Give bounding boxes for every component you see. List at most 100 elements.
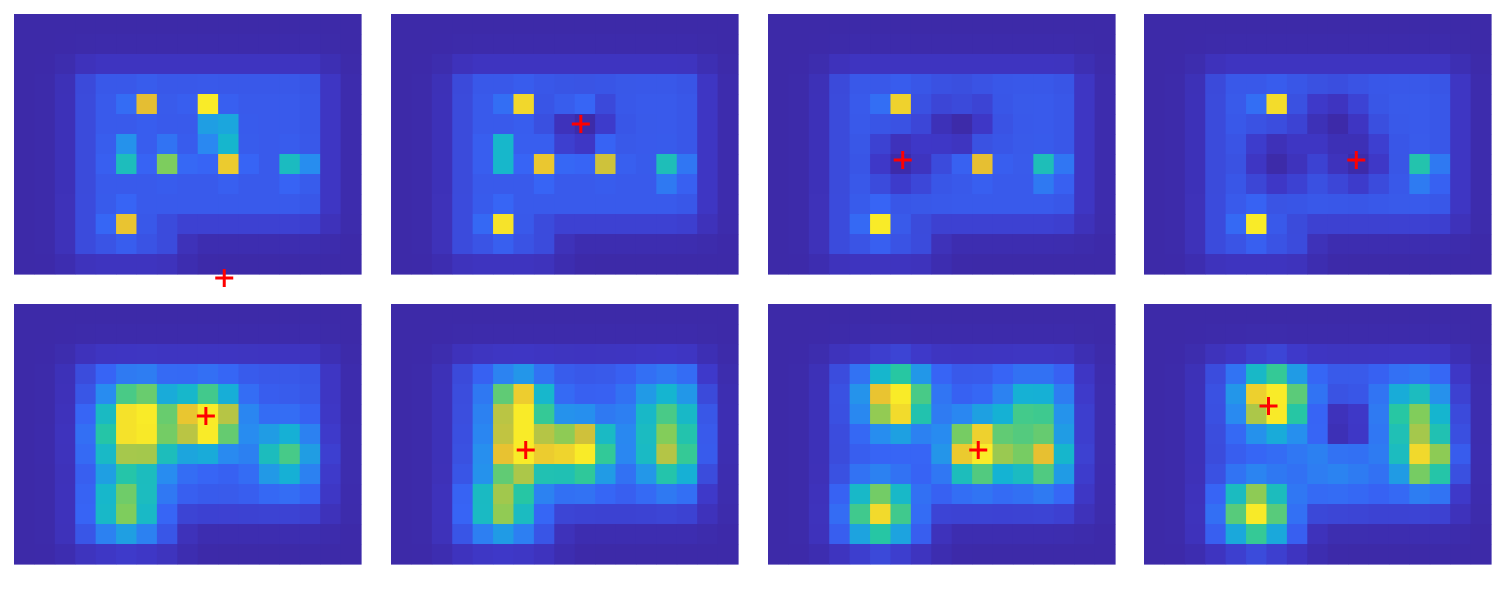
heatmap-cell: [1164, 234, 1186, 255]
heatmap-cell: [1429, 404, 1451, 425]
heatmap-cell: [768, 464, 790, 485]
heatmap-cell: [1246, 254, 1268, 275]
heatmap-cell: [788, 134, 810, 155]
heatmap-cell: [1144, 134, 1166, 155]
heatmap-cell: [1246, 344, 1268, 365]
heatmap-cell: [1033, 404, 1055, 425]
heatmap-cell: [676, 464, 698, 485]
heatmap-cell: [177, 74, 199, 95]
heatmap-cell: [14, 94, 36, 115]
heatmap-cell: [472, 444, 494, 465]
heatmap-cell: [595, 94, 617, 115]
heatmap-cell: [1164, 154, 1186, 175]
heatmap-cell: [1429, 324, 1451, 345]
heatmap-cell: [1074, 364, 1096, 385]
heatmap-cell: [676, 484, 698, 505]
heatmap-cell: [1388, 544, 1410, 565]
heatmap-cell: [258, 134, 280, 155]
heatmap-cell: [136, 94, 158, 115]
heatmap-cell: [177, 154, 199, 175]
heatmap-cell: [910, 34, 932, 55]
heatmap-cell: [299, 154, 321, 175]
heatmap-cell: [177, 304, 199, 325]
heatmap-cell: [299, 214, 321, 235]
heatmap-cell: [635, 254, 657, 275]
heatmap-cell: [431, 74, 453, 95]
heatmap-cell: [411, 234, 433, 255]
heatmap-cell: [34, 504, 56, 525]
heatmap-cell: [472, 364, 494, 385]
heatmap-cell: [1348, 194, 1370, 215]
heatmap-cell: [1144, 364, 1166, 385]
heatmap-cell: [972, 34, 994, 55]
heatmap-cell: [320, 154, 342, 175]
heatmap-cell: [431, 304, 453, 325]
heatmap-cell: [1388, 74, 1410, 95]
heatmap-cell: [156, 194, 178, 215]
heatmap-cell: [411, 504, 433, 525]
heatmap-cell: [156, 524, 178, 545]
heatmap-cell: [391, 174, 413, 195]
heatmap-cell: [656, 254, 678, 275]
heatmap-cell: [116, 234, 138, 255]
heatmap-cell: [829, 14, 851, 35]
heatmap-cell: [238, 14, 260, 35]
heatmap-cell: [951, 14, 973, 35]
heatmap-cell: [697, 544, 719, 565]
heatmap-cell: [1266, 524, 1288, 545]
heatmap-cell: [1450, 34, 1472, 55]
heatmap-cell: [54, 134, 76, 155]
heatmap-cell: [340, 114, 362, 135]
heatmap-cell: [1074, 304, 1096, 325]
heatmap-cell: [1144, 114, 1166, 135]
heatmap-cell: [299, 524, 321, 545]
heatmap-cell: [258, 484, 280, 505]
heatmap-cell: [1225, 524, 1247, 545]
heatmap-cell: [1164, 484, 1186, 505]
heatmap-cell: [615, 524, 637, 545]
heatmap-cell: [1012, 214, 1034, 235]
heatmap-cell: [849, 154, 871, 175]
heatmap-cell: [513, 524, 535, 545]
heatmap-cell: [431, 524, 453, 545]
heatmap-cell: [238, 154, 260, 175]
heatmap-cell: [177, 504, 199, 525]
heatmap-cell: [656, 544, 678, 565]
heatmap-cell: [931, 504, 953, 525]
heatmap-cell: [1348, 154, 1370, 175]
heatmap-cell: [574, 404, 596, 425]
heatmap-cell: [829, 34, 851, 55]
heatmap-cell: [95, 384, 117, 405]
heatmap-cell: [54, 34, 76, 55]
heatmap-cell: [1164, 54, 1186, 75]
heatmap-cell: [1053, 134, 1075, 155]
heatmap-cell: [258, 324, 280, 345]
heatmap-cell: [1450, 194, 1472, 215]
heatmap-cell: [75, 114, 97, 135]
heatmap-cell: [615, 234, 637, 255]
heatmap-cell: [1266, 424, 1288, 445]
heatmap-cell: [218, 544, 240, 565]
heatmap-cell: [1409, 464, 1431, 485]
heatmap-cell: [1368, 444, 1390, 465]
heatmap-cell: [75, 424, 97, 445]
heatmap-cell: [1286, 424, 1308, 445]
heatmap-cell: [676, 234, 698, 255]
heatmap-cell: [829, 364, 851, 385]
heatmap-cell: [279, 424, 301, 445]
heatmap-cell: [1388, 484, 1410, 505]
heatmap-cell: [554, 54, 576, 75]
heatmap-cell: [1266, 174, 1288, 195]
heatmap-cell: [972, 54, 994, 75]
heatmap-cell: [14, 444, 36, 465]
heatmap-cell: [1074, 324, 1096, 345]
heatmap-cell: [992, 444, 1014, 465]
heatmap-cell: [1144, 154, 1166, 175]
heatmap-cell: [1470, 424, 1492, 445]
heatmap-cell: [808, 74, 830, 95]
heatmap-cell: [574, 254, 596, 275]
heatmap-cell: [156, 344, 178, 365]
heatmap-cell: [75, 234, 97, 255]
heatmap-cell: [177, 424, 199, 445]
heatmap-cell: [493, 134, 515, 155]
